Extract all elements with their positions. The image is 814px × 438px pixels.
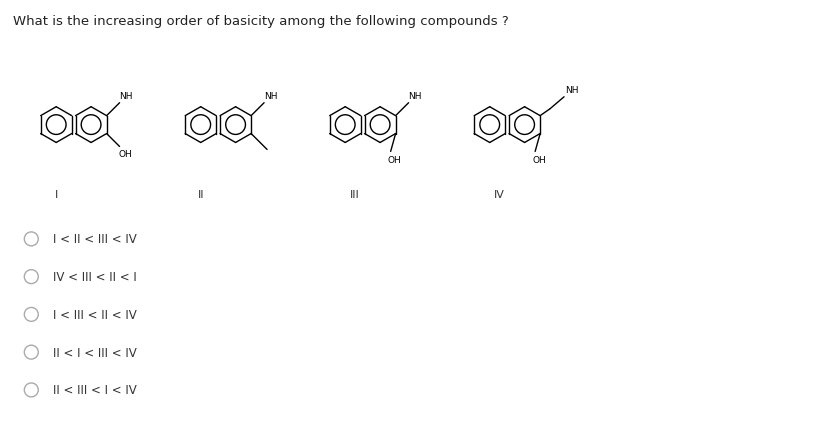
- Text: OH: OH: [387, 156, 401, 165]
- Text: I: I: [55, 190, 58, 200]
- Text: II: II: [198, 190, 204, 200]
- Text: I < III < II < IV: I < III < II < IV: [53, 308, 137, 321]
- Text: III: III: [350, 190, 360, 200]
- Text: OH: OH: [119, 150, 133, 159]
- Text: II < I < III < IV: II < I < III < IV: [53, 346, 137, 359]
- Text: NH: NH: [120, 92, 133, 101]
- Text: IV < III < II < I: IV < III < II < I: [53, 271, 137, 283]
- Text: II < III < I < IV: II < III < I < IV: [53, 384, 137, 396]
- Text: OH: OH: [532, 156, 546, 165]
- Text: I < II < III < IV: I < II < III < IV: [53, 233, 137, 246]
- Text: NH: NH: [409, 92, 422, 101]
- Text: NH: NH: [565, 85, 579, 95]
- Text: IV: IV: [494, 190, 505, 200]
- Text: What is the increasing order of basicity among the following compounds ?: What is the increasing order of basicity…: [13, 15, 509, 28]
- Text: NH: NH: [264, 92, 278, 101]
